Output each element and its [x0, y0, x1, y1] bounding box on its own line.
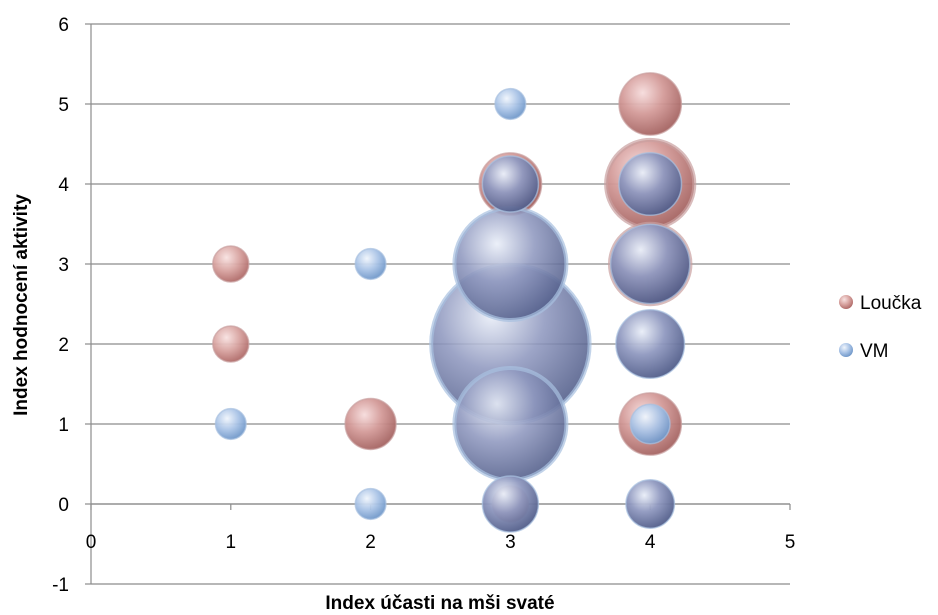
y-tick-label: 0 [58, 495, 69, 516]
bubble-vm [481, 155, 540, 213]
x-axis-title: Index účasti na mši svaté [325, 593, 554, 614]
y-axis-title: Index hodnocení aktivity [11, 194, 32, 416]
x-tick-label: 4 [645, 532, 656, 553]
bubbles [212, 72, 697, 533]
bubble-vm [481, 475, 540, 533]
y-tick-label: 4 [58, 175, 69, 196]
x-tick-label: 5 [785, 532, 796, 553]
bubble-loucka [212, 245, 250, 283]
bubble-loucka [344, 397, 397, 451]
tick-labels: -1 0 1 2 3 4 5 6 0 1 2 3 4 5 [52, 15, 795, 596]
x-tick-label: 3 [505, 532, 516, 553]
y-tick-label: 6 [58, 15, 69, 36]
bubble-vm [214, 407, 247, 441]
bubble-loucka [618, 72, 683, 136]
x-tick-label: 2 [365, 532, 376, 553]
y-tick-label: 1 [58, 415, 69, 436]
bubble-vm [615, 308, 686, 380]
bubble-vm [452, 205, 569, 323]
legend-marker-loucka [839, 295, 853, 309]
legend: Loučka VM [839, 293, 922, 362]
y-tick-label: 5 [58, 95, 69, 116]
legend-marker-vm [839, 343, 853, 357]
bubble-loucka [212, 325, 250, 363]
y-tick-label: 2 [58, 335, 69, 356]
bubble-vm [354, 247, 387, 281]
x-tick-label: 0 [86, 532, 97, 553]
x-tick-label: 1 [226, 532, 237, 553]
legend-item-loucka: Loučka [839, 293, 922, 314]
legend-label-vm: VM [860, 341, 889, 362]
bubble-vm [354, 487, 387, 521]
bubble-vm [452, 365, 569, 483]
bubble-vm [494, 87, 527, 121]
y-tick-label: 3 [58, 255, 69, 276]
bubble-vm [609, 223, 691, 305]
bubble-vm [618, 151, 683, 217]
legend-label-loucka: Loučka [860, 293, 922, 314]
legend-item-vm: VM [839, 341, 889, 362]
bubble-vm [625, 479, 676, 529]
y-tick-label: -1 [52, 575, 69, 596]
bubble-vm [629, 403, 671, 445]
